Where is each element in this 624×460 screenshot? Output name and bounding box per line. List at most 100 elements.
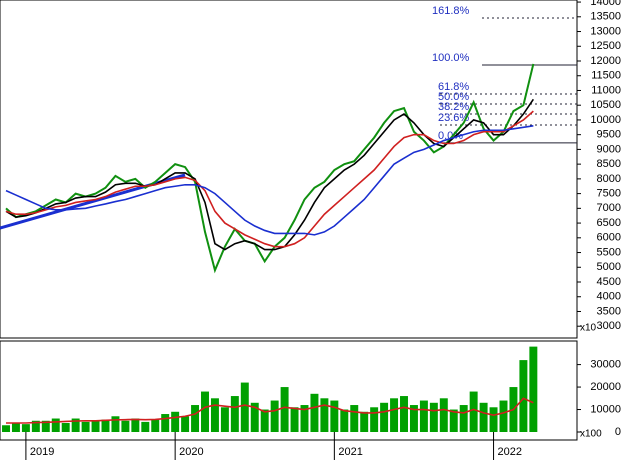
volume-bar [280, 387, 289, 432]
fib-label: 50.0% [438, 91, 469, 103]
volume-bar [370, 407, 379, 432]
volume-bar [479, 402, 488, 432]
volume-bar [191, 405, 200, 432]
volume-bar [250, 402, 259, 432]
y-tick-label: 4500 [597, 276, 621, 288]
fib-label: 0.0% [438, 130, 463, 142]
volume-bar [489, 407, 498, 432]
volume-bar [390, 398, 399, 432]
y-tick-label: 12500 [590, 40, 621, 52]
volume-bar [419, 400, 428, 432]
x-tick-label: 2019 [30, 446, 54, 458]
volume-bar [11, 423, 20, 432]
series-line [6, 397, 534, 424]
y-tick-label: 11000 [591, 84, 621, 96]
y-tick-label: 9500 [597, 129, 621, 141]
volume-bar [91, 420, 100, 432]
y-tick-label: 3000 [597, 320, 621, 332]
volume-bar [210, 398, 219, 432]
series-line [5, 125, 534, 236]
series-line [5, 110, 534, 248]
price-panel [0, 0, 578, 339]
volume-bar [519, 360, 528, 432]
volume-bar [380, 402, 389, 432]
volume-bar [71, 418, 80, 432]
volume-panel [0, 340, 578, 441]
volume-bar [469, 391, 478, 432]
volume-bar [31, 420, 40, 432]
trend-line [0, 173, 186, 230]
y-tick-label: 3500 [597, 305, 621, 317]
volume-bar [230, 396, 239, 432]
series-line [5, 98, 535, 251]
fib-label: 23.6% [438, 112, 469, 124]
volume-bar [529, 346, 538, 432]
volume-bar [101, 419, 110, 432]
volume-axis-unit: x100 [580, 429, 602, 440]
y-tick-label: 14000 [590, 0, 621, 8]
y-tick-label: 4000 [597, 291, 621, 303]
volume-bar [2, 425, 10, 432]
y-tick-label: 10000 [590, 114, 621, 126]
volume-bar [51, 418, 60, 432]
y-tick-label: 6500 [597, 217, 621, 229]
x-tick-label: 2021 [338, 446, 362, 458]
volume-bar [111, 416, 120, 432]
y-tick-label: 13500 [590, 11, 621, 23]
volume-bar [330, 400, 339, 432]
y-tick-label: 8000 [597, 173, 621, 185]
volume-bar [350, 405, 359, 432]
volume-bar [161, 414, 170, 432]
volume-bar [151, 419, 160, 432]
y-tick-label: 8500 [597, 158, 621, 170]
volume-bar [181, 416, 190, 432]
y-tick-label: 5000 [597, 261, 621, 273]
volume-bar [41, 420, 50, 432]
volume-bar [310, 393, 319, 432]
volume-bar [240, 382, 249, 432]
y-tick-label: 10500 [590, 99, 621, 111]
volume-bar [499, 400, 508, 432]
x-tick-label: 2020 [179, 446, 203, 458]
volume-bar [409, 405, 418, 432]
fib-label: 61.8% [438, 81, 469, 93]
y-tick-label: 5500 [597, 246, 621, 258]
volume-bar [131, 418, 140, 432]
volume-bar [439, 398, 448, 432]
volume-bar [429, 402, 438, 432]
y-tick-label: 7500 [597, 188, 621, 200]
volume-bar [320, 398, 329, 432]
volume-bar [220, 407, 229, 432]
fib-label: 100.0% [432, 52, 470, 64]
fib-label: 38.2% [438, 101, 469, 113]
y-tick-label: 9000 [597, 143, 621, 155]
volume-bar [171, 411, 180, 432]
x-tick-label: 2022 [498, 446, 522, 458]
volume-bar [459, 405, 468, 432]
volume-bar [360, 411, 369, 432]
volume-bar [449, 409, 458, 432]
volume-bar [141, 421, 150, 432]
volume-bar [270, 400, 279, 432]
y-tick-label: 0 [615, 426, 621, 438]
volume-bar [400, 396, 408, 432]
y-tick-label: 10000 [590, 403, 621, 415]
y-tick-label: 7000 [597, 202, 621, 214]
y-tick-label: 12000 [590, 55, 621, 67]
y-tick-label: 11500 [591, 70, 621, 82]
y-tick-label: 20000 [590, 381, 621, 393]
volume-bar [81, 421, 90, 432]
volume-bar [340, 409, 349, 432]
volume-bar [121, 420, 130, 432]
volume-bar [61, 423, 70, 432]
y-tick-label: 6000 [597, 232, 621, 244]
volume-bar [290, 407, 299, 432]
y-tick-label: 13000 [590, 25, 621, 37]
price-axis-unit: x10 [580, 323, 597, 334]
volume-bar [260, 409, 269, 432]
volume-bar [201, 391, 209, 432]
y-tick-label: 30000 [590, 358, 621, 370]
fib-label: 161.8% [432, 5, 470, 17]
volume-bar [21, 424, 30, 432]
